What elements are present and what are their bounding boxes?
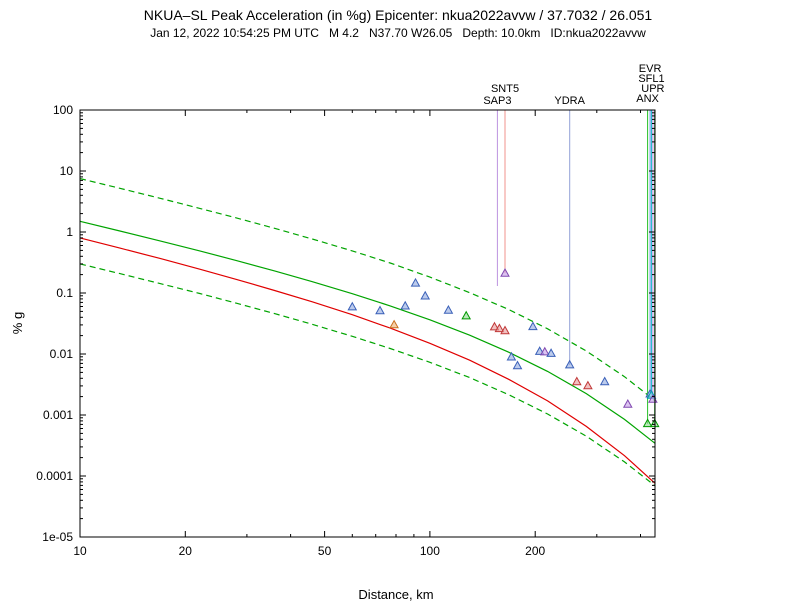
y-tick-label: 0.001: [43, 408, 73, 422]
plot-frame: [79, 109, 656, 538]
station-marker: [400, 300, 411, 310]
station-label-evr: EVR: [639, 63, 662, 75]
station-marker: [564, 359, 575, 369]
x-tick-label: 50: [318, 544, 332, 558]
station-label-upr: UPR: [641, 83, 664, 95]
station-label-snt5: SNT5: [491, 83, 519, 95]
chart-subtitle: Jan 12, 2022 10:54:25 PM UTC M 4.2 N37.7…: [150, 26, 646, 40]
curve-gmpe-upper-bound: [79, 178, 656, 402]
station-marker: [375, 305, 385, 315]
curve-gmpe-median-green: [79, 220, 656, 444]
x-tick-label: 200: [525, 544, 545, 558]
station-label-ydra: YDRA: [554, 95, 585, 107]
x-axis-label: Distance, km: [358, 587, 433, 602]
station-marker: [546, 348, 556, 357]
station-marker: [489, 321, 500, 331]
station-marker: [571, 376, 582, 386]
y-tick-label: 100: [53, 103, 73, 117]
y-tick-label: 0.01: [50, 347, 74, 361]
station-marker: [539, 346, 550, 356]
station-marker: [443, 304, 454, 314]
station-marker: [500, 325, 510, 335]
station-marker: [622, 398, 633, 408]
station-marker: [506, 351, 517, 361]
x-tick-label: 20: [179, 544, 193, 558]
station-marker: [389, 319, 399, 329]
station-marker: [420, 290, 431, 300]
station-marker: [599, 376, 610, 386]
station-label-anx: ANX: [636, 93, 659, 105]
y-tick-label: 1e-05: [42, 530, 73, 544]
y-tick-label: 0.0001: [36, 469, 73, 483]
station-marker: [410, 277, 421, 287]
station-marker: [347, 301, 358, 311]
y-tick-label: 1: [66, 225, 73, 239]
station-marker: [642, 418, 653, 428]
x-tick-label: 100: [420, 544, 440, 558]
station-marker: [494, 323, 505, 333]
station-marker: [583, 380, 593, 390]
y-tick-label: 0.1: [56, 286, 73, 300]
station-label-sap3: SAP3: [483, 95, 511, 107]
x-tick-label: 10: [73, 544, 87, 558]
station-marker: [461, 310, 472, 320]
curve-gmpe-lower-bound: [79, 263, 656, 487]
y-tick-label: 10: [60, 164, 74, 178]
station-marker: [528, 321, 538, 331]
station-marker: [500, 267, 510, 277]
station-marker: [512, 360, 523, 370]
station-label-sfl1: SFL1: [638, 73, 664, 85]
curve-gmpe-median-red: [79, 237, 656, 484]
chart-title: NKUA–SL Peak Acceleration (in %g) Epicen…: [144, 7, 653, 23]
y-axis-label: % g: [10, 312, 25, 334]
